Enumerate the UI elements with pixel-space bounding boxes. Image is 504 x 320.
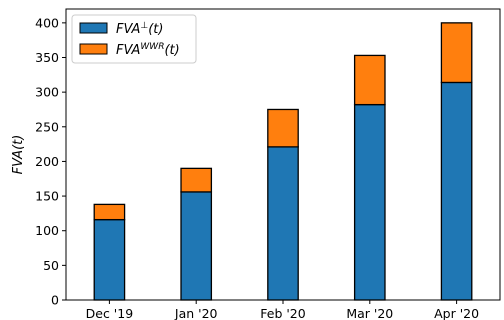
y-axis-label: FVA(t)	[11, 135, 26, 175]
legend-swatch-fva-wwr	[79, 43, 108, 55]
bars-group	[93, 22, 473, 301]
y-tick-label: 50	[43, 258, 59, 273]
bar-fva-wwr-3	[353, 54, 386, 106]
x-tick-label: Feb '20	[260, 306, 305, 320]
bar-fva-perp-0	[93, 218, 126, 301]
y-tick-label: 300	[35, 85, 59, 100]
y-tick-label: 250	[35, 119, 59, 134]
bar-fva-perp-3	[353, 103, 386, 301]
x-ticks-group: Dec '19 Jan '20 Feb '20 Mar '20 Apr '20	[86, 300, 479, 320]
x-tick-label: Jan '20	[174, 306, 218, 320]
y-ticks-group: 0 50 100 150 200 250 300 350 400	[35, 15, 66, 308]
y-tick-label: 200	[35, 154, 59, 169]
x-tick-label: Mar '20	[346, 306, 393, 320]
legend-swatch-fva-perp	[79, 22, 108, 34]
y-tick-label: 400	[35, 15, 59, 30]
bar-fva-perp-2	[267, 146, 299, 301]
y-tick-label: 150	[35, 189, 59, 204]
bar-fva-perp-1	[180, 191, 213, 301]
x-tick-label: Dec '19	[86, 306, 134, 320]
bar-fva-perp-4	[440, 81, 473, 301]
x-tick-label: Apr '20	[434, 306, 479, 320]
legend-label-fva-perp: FVA⊥(t)	[116, 21, 163, 37]
bar-fva-wwr-0	[93, 203, 126, 221]
y-tick-label: 100	[35, 223, 59, 238]
bar-fva-wwr-2	[267, 108, 299, 148]
y-tick-label: 0	[51, 293, 59, 308]
legend: FVA⊥(t) FVAWWR(t)	[71, 14, 197, 64]
bar-fva-wwr-1	[180, 167, 213, 193]
legend-label-fva-wwr: FVAWWR(t)	[116, 42, 180, 58]
bar-fva-wwr-4	[440, 22, 473, 84]
y-tick-label: 350	[35, 50, 59, 65]
